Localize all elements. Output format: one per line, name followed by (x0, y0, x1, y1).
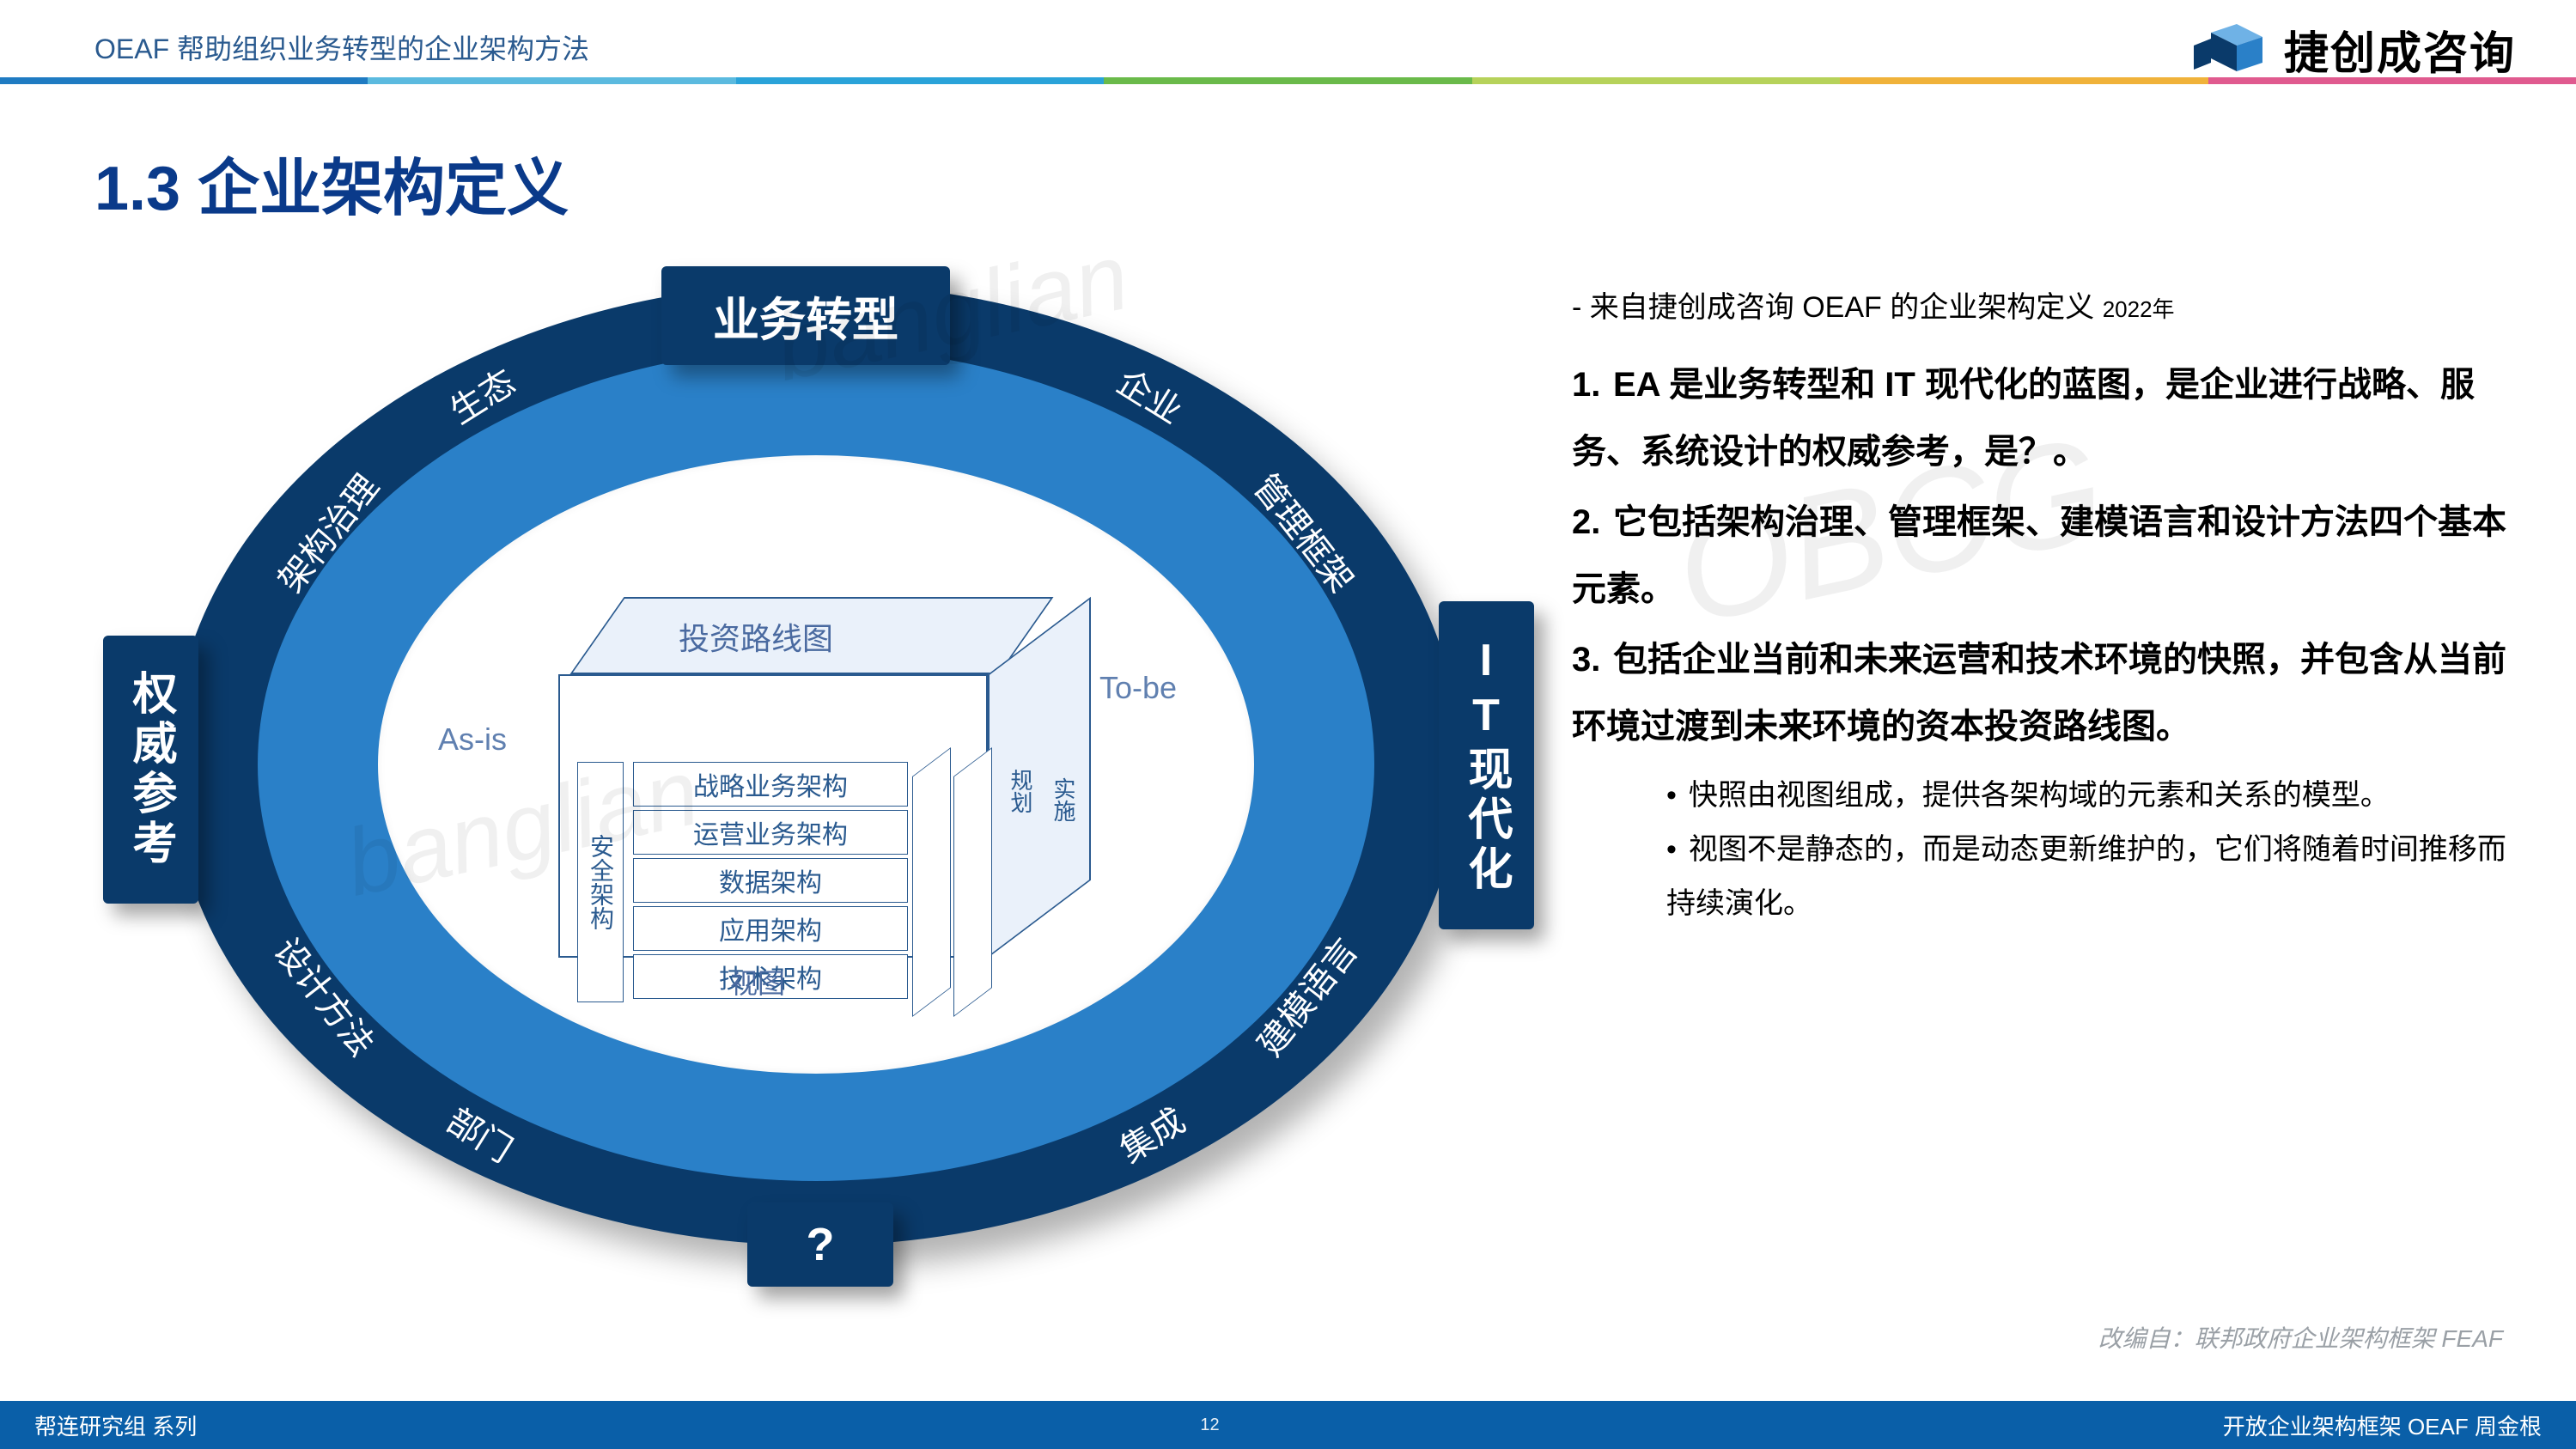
cube-row: 运营业务架构 (633, 810, 908, 855)
cube-side-col2 (953, 747, 992, 1017)
stripe-seg (1104, 77, 1471, 84)
footer-page: 12 (1200, 1416, 1219, 1435)
stripe-seg (1840, 77, 2208, 84)
stripe-seg (736, 77, 1104, 84)
list-item: 1.EA 是业务转型和 IT 现代化的蓝图，是企业进行战略、服务、系统设计的权威… (1572, 351, 2517, 485)
cube-side-label1: 规划 (1005, 769, 1037, 813)
stripe-seg (2208, 77, 2576, 84)
cube-side-label2: 实施 (1048, 777, 1080, 822)
attribution: 改编自：联邦政府企业架构框架 FEAF (2098, 1320, 2503, 1355)
text-nested-list: 快照由视图组成，提供各架构域的元素和关系的模型。 视图不是静态的，而是动态更新维… (1666, 769, 2517, 931)
slide: OEAF 帮助组织业务转型的企业架构方法 捷创成咨询 1.3 企业架构定义 (0, 0, 2576, 1449)
cube-left-strip: 安全架构 (577, 762, 624, 1002)
list-item: 快照由视图组成，提供各架构域的元素和关系的模型。 (1666, 769, 2517, 823)
footer-left: 帮连研究组 系列 (34, 1409, 197, 1441)
list-item: 视图不是静态的，而是动态更新维护的，它们将随着时间推移而持续演化。 (1666, 823, 2517, 931)
text-subtitle: - 来自捷创成咨询 OEAF 的企业架构定义 2022年 (1572, 283, 2517, 326)
stripe-seg (368, 77, 735, 84)
section-number: 1.3 (94, 155, 180, 223)
cube-tobe: To-be (1099, 670, 1177, 706)
cube-row: 战略业务架构 (633, 762, 908, 807)
brand-name: 捷创成咨询 (2284, 17, 2516, 82)
cube-side-col1 (912, 747, 951, 1017)
ea-diagram: 生态 企业 架构治理 管理框架 设计方法 建模语言 部门 集成 业务转型 ? 权… (112, 240, 1520, 1323)
subtitle-year: 2022年 (2103, 296, 2175, 322)
list-item: 3.包括企业当前和未来运营和技术环境的快照，并包含从当前环境过渡到未来环境的资本… (1572, 626, 2517, 931)
cube-top-label: 投资路线图 (679, 614, 833, 659)
list-item-text: EA 是业务转型和 IT 现代化的蓝图，是企业进行战略、服务、系统设计的权威参考… (1572, 366, 2475, 471)
brand: 捷创成咨询 (2189, 17, 2516, 82)
badge-right: IT现代化 (1439, 601, 1534, 929)
list-item: 2.它包括架构治理、管理框架、建模语言和设计方法四个基本元素。 (1572, 489, 2517, 623)
stripe-seg (1472, 77, 1840, 84)
cube-front-face: 安全架构 战略业务架构 运营业务架构 数据架构 应用架构 技术架构 (558, 674, 988, 958)
footer-right: 开放企业架构框架 OEAF 周金根 (2223, 1409, 2542, 1441)
list-item-text: 它包括架构治理、管理框架、建模语言和设计方法四个基本元素。 (1572, 503, 2506, 608)
list-item-text: 包括企业当前和未来运营和技术环境的快照，并包含从当前环境过渡到未来环境的资本投资… (1572, 641, 2506, 746)
badge-bottom: ? (747, 1202, 893, 1287)
badge-left: 权威参考 (103, 636, 198, 904)
brand-cube-icon (2189, 20, 2267, 80)
cube-row: 应用架构 (633, 906, 908, 951)
cube-row: 数据架构 (633, 858, 908, 903)
header-stripe (0, 77, 2576, 84)
cube-bottom-label: 视图 (730, 962, 785, 1002)
badge-top: 业务转型 (661, 266, 950, 365)
cube: 投资路线图 安全架构 战略业务架构 运营业务架构 数据架构 应用架构 技术架构 … (558, 597, 1108, 1009)
stripe-seg (0, 77, 368, 84)
header-breadcrumb: OEAF 帮助组织业务转型的企业架构方法 (94, 27, 589, 67)
section-title: 1.3 企业架构定义 (94, 137, 569, 228)
cube-asis: As-is (438, 721, 507, 758)
text-ordered-list: 1.EA 是业务转型和 IT 现代化的蓝图，是企业进行战略、服务、系统设计的权威… (1572, 351, 2517, 931)
subtitle-prefix: - 来自捷创成咨询 OEAF 的企业架构定义 (1572, 291, 2094, 324)
text-block: - 来自捷创成咨询 OEAF 的企业架构定义 2022年 1.EA 是业务转型和… (1572, 283, 2517, 935)
section-text: 企业架构定义 (198, 155, 569, 223)
footer-bar: 帮连研究组 系列 12 开放企业架构框架 OEAF 周金根 (0, 1401, 2576, 1449)
